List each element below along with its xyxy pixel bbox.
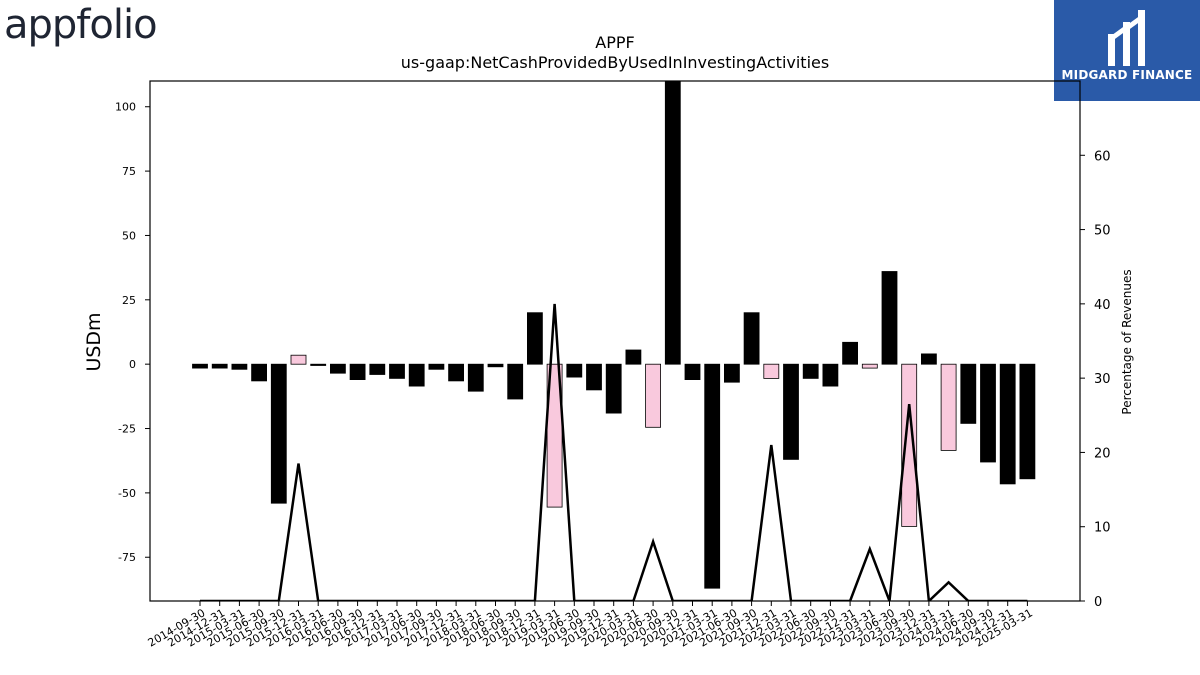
bar-2019-09-30 [586,363,602,391]
axes: 1007550250-25-50-7501020304050602014-09-… [115,80,1111,650]
bar-2016-06-30 [329,363,346,374]
bar-2021-12-31 [763,363,780,379]
y-tick-label: 0 [129,358,136,371]
bar-2023-06-30 [881,271,898,365]
bar-2016-09-30 [349,363,366,381]
y-tick-label: -50 [118,487,136,500]
bar-2018-03-31 [467,363,484,392]
bar-2015-03-31 [231,363,248,370]
bar-2022-09-30 [822,363,839,387]
bar-2015-12-31 [290,354,307,365]
bar-2020-06-30 [645,363,661,428]
bar-2024-03-31 [940,363,957,451]
bar-2016-03-31 [310,363,327,366]
y2-tick-label: 30 [1094,372,1111,387]
plot-frame [149,80,1081,602]
y-tick-label: 25 [122,294,136,307]
midgard-finance-text: MIDGARD FINANCE [1061,68,1193,82]
appfolio-logo: appfolio [4,2,158,48]
bar-2022-06-30 [802,363,819,379]
bar-2019-12-31 [605,363,622,414]
bar-2014-12-31 [211,363,228,369]
bar-2015-06-30 [251,363,268,382]
bar-2018-06-30 [487,363,504,368]
midgard-finance-logo: MIDGARD FINANCE [1054,0,1200,101]
bar-2025-03-31 [1019,363,1036,480]
bar-2019-06-30 [566,363,583,378]
bar-2020-12-31 [684,363,701,381]
bar-series [192,81,1036,589]
bar-2021-03-31 [704,363,721,589]
y2-tick-label: 0 [1094,595,1102,610]
bar-2014-09-30 [192,363,208,369]
y-axis-label: USDm [83,312,105,371]
bar-2017-03-31 [389,363,405,379]
bar-2023-09-30 [901,363,918,527]
bar-2021-09-30 [743,312,760,365]
chart-subtitle: us-gaap:NetCashProvidedByUsedInInvesting… [401,53,829,72]
bar-2024-12-31 [999,363,1016,485]
y2-tick-label: 60 [1094,149,1111,164]
y-tick-label: 50 [122,229,136,242]
chart-title: APPF [595,33,634,52]
bar-2016-12-31 [369,363,386,375]
bar-2023-12-31 [921,353,937,365]
bar-2018-12-31 [527,312,543,365]
y2-tick-label: 40 [1094,298,1111,313]
bar-2024-06-30 [960,363,977,424]
y2-tick-label: 20 [1094,446,1111,461]
line-series [200,303,1028,601]
midgard-mark-icon [1108,10,1145,66]
y2-axis-label: Percentage of Revenues [1120,269,1134,414]
y2-tick-label: 50 [1094,224,1111,239]
bar-2022-03-31 [783,363,799,460]
bar-2022-12-31 [842,341,858,365]
y-tick-label: 75 [122,165,136,178]
bar-2015-09-30 [270,363,287,504]
bar-2020-09-30 [664,81,681,365]
percentage-line [200,303,1028,601]
bar-2021-06-30 [724,363,740,383]
bar-2017-09-30 [428,363,445,370]
y-tick-label: 100 [115,101,136,114]
bar-2017-06-30 [408,363,425,387]
y2-tick-label: 10 [1094,521,1111,536]
bar-2023-03-31 [861,363,878,369]
bar-2024-09-30 [980,363,996,463]
bar-2020-03-31 [625,349,642,365]
bar-2017-12-31 [448,363,465,382]
bar-2018-09-30 [507,363,524,400]
y-tick-label: -25 [118,423,136,436]
y-tick-label: -75 [118,551,136,564]
